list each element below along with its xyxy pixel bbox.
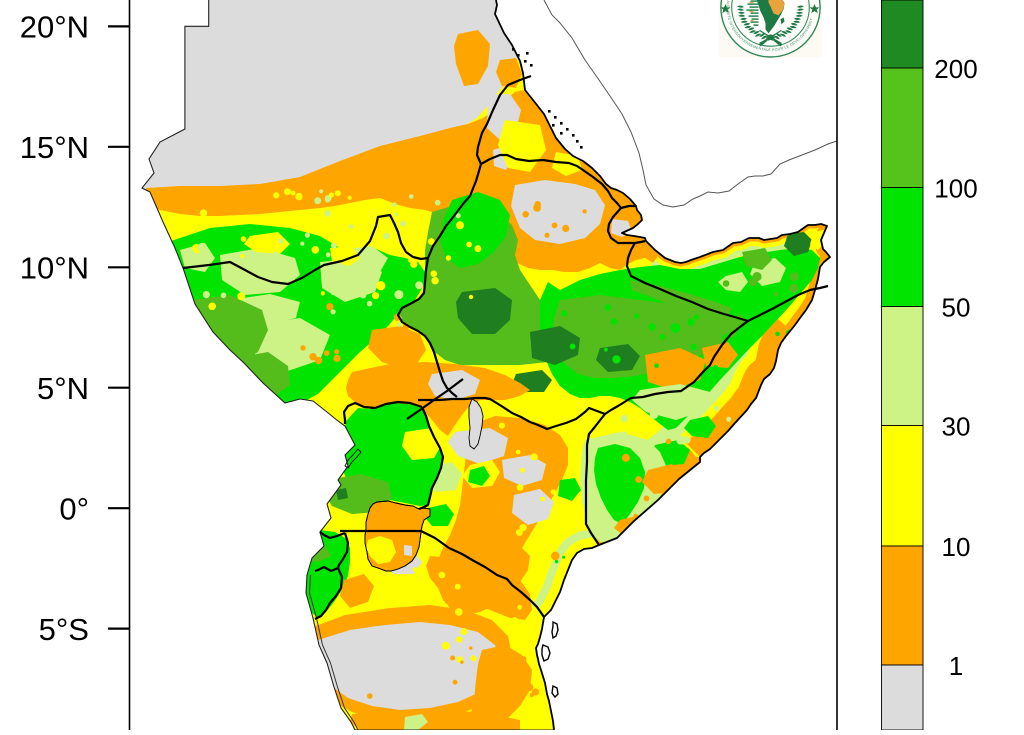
svg-text:30: 30 xyxy=(942,411,971,441)
svg-text:15°N: 15°N xyxy=(20,130,89,165)
svg-text:200: 200 xyxy=(934,54,977,84)
svg-text:5°S: 5°S xyxy=(39,612,89,647)
svg-text:1: 1 xyxy=(949,651,963,681)
svg-text:20°N: 20°N xyxy=(20,10,89,45)
svg-text:5°N: 5°N xyxy=(37,371,89,406)
svg-text:10: 10 xyxy=(942,532,971,562)
svg-text:100: 100 xyxy=(934,173,977,203)
svg-text:50: 50 xyxy=(942,292,971,322)
svg-text:10°N: 10°N xyxy=(20,251,89,286)
svg-text:0°: 0° xyxy=(59,491,89,526)
